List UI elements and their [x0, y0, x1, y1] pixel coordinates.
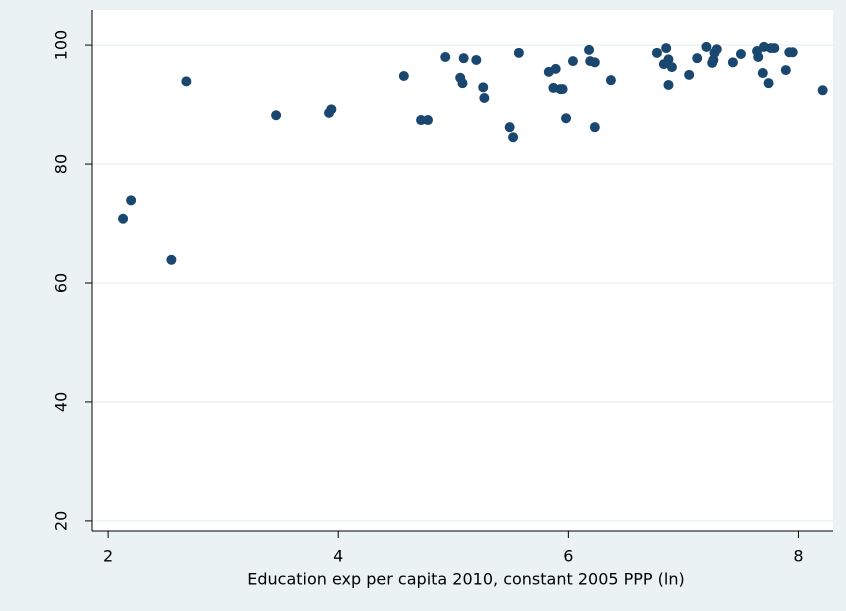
point: [661, 43, 672, 54]
point: [663, 79, 674, 90]
point: [817, 85, 828, 96]
x-tick-label: 2: [103, 547, 113, 566]
point: [707, 57, 718, 68]
point: [769, 43, 780, 54]
plot-area: [92, 10, 833, 531]
point: [666, 62, 677, 73]
point: [504, 122, 515, 133]
point: [181, 76, 192, 87]
point: [422, 115, 433, 126]
point: [440, 51, 451, 62]
point: [757, 68, 768, 79]
point: [605, 75, 616, 86]
x-tick-label: 8: [793, 547, 803, 566]
point: [684, 69, 695, 80]
point: [550, 63, 561, 74]
point: [763, 78, 774, 89]
point: [508, 132, 519, 143]
point: [727, 57, 738, 68]
point: [513, 47, 524, 58]
point: [271, 110, 282, 121]
point: [471, 54, 482, 65]
point: [589, 122, 600, 133]
x-tick-label: 4: [333, 547, 343, 566]
point: [567, 56, 578, 67]
y-tick-label: 80: [52, 154, 71, 174]
point: [753, 51, 764, 62]
point: [701, 41, 712, 52]
point: [126, 195, 137, 206]
point: [663, 54, 674, 65]
point: [398, 71, 409, 82]
point: [118, 213, 129, 224]
y-tick-label: 20: [52, 511, 71, 531]
point: [692, 53, 703, 64]
x-tick-label: 6: [563, 547, 573, 566]
point: [458, 53, 469, 64]
point: [457, 78, 468, 89]
y-tick-label: 60: [52, 273, 71, 293]
point: [166, 254, 177, 265]
point: [326, 104, 337, 115]
y-tick-label: 100: [52, 30, 71, 61]
point: [478, 82, 489, 93]
point: [735, 49, 746, 60]
point: [589, 57, 600, 68]
point: [561, 113, 572, 124]
point: [651, 47, 662, 58]
point: [416, 115, 427, 126]
point: [479, 93, 490, 104]
point: [780, 65, 791, 76]
point: [584, 44, 595, 55]
point: [711, 44, 722, 55]
point: [787, 47, 798, 58]
point: [557, 84, 568, 95]
y-tick-label: 40: [52, 392, 71, 412]
x-axis-label: Education exp per capita 2010, constant …: [247, 570, 684, 589]
